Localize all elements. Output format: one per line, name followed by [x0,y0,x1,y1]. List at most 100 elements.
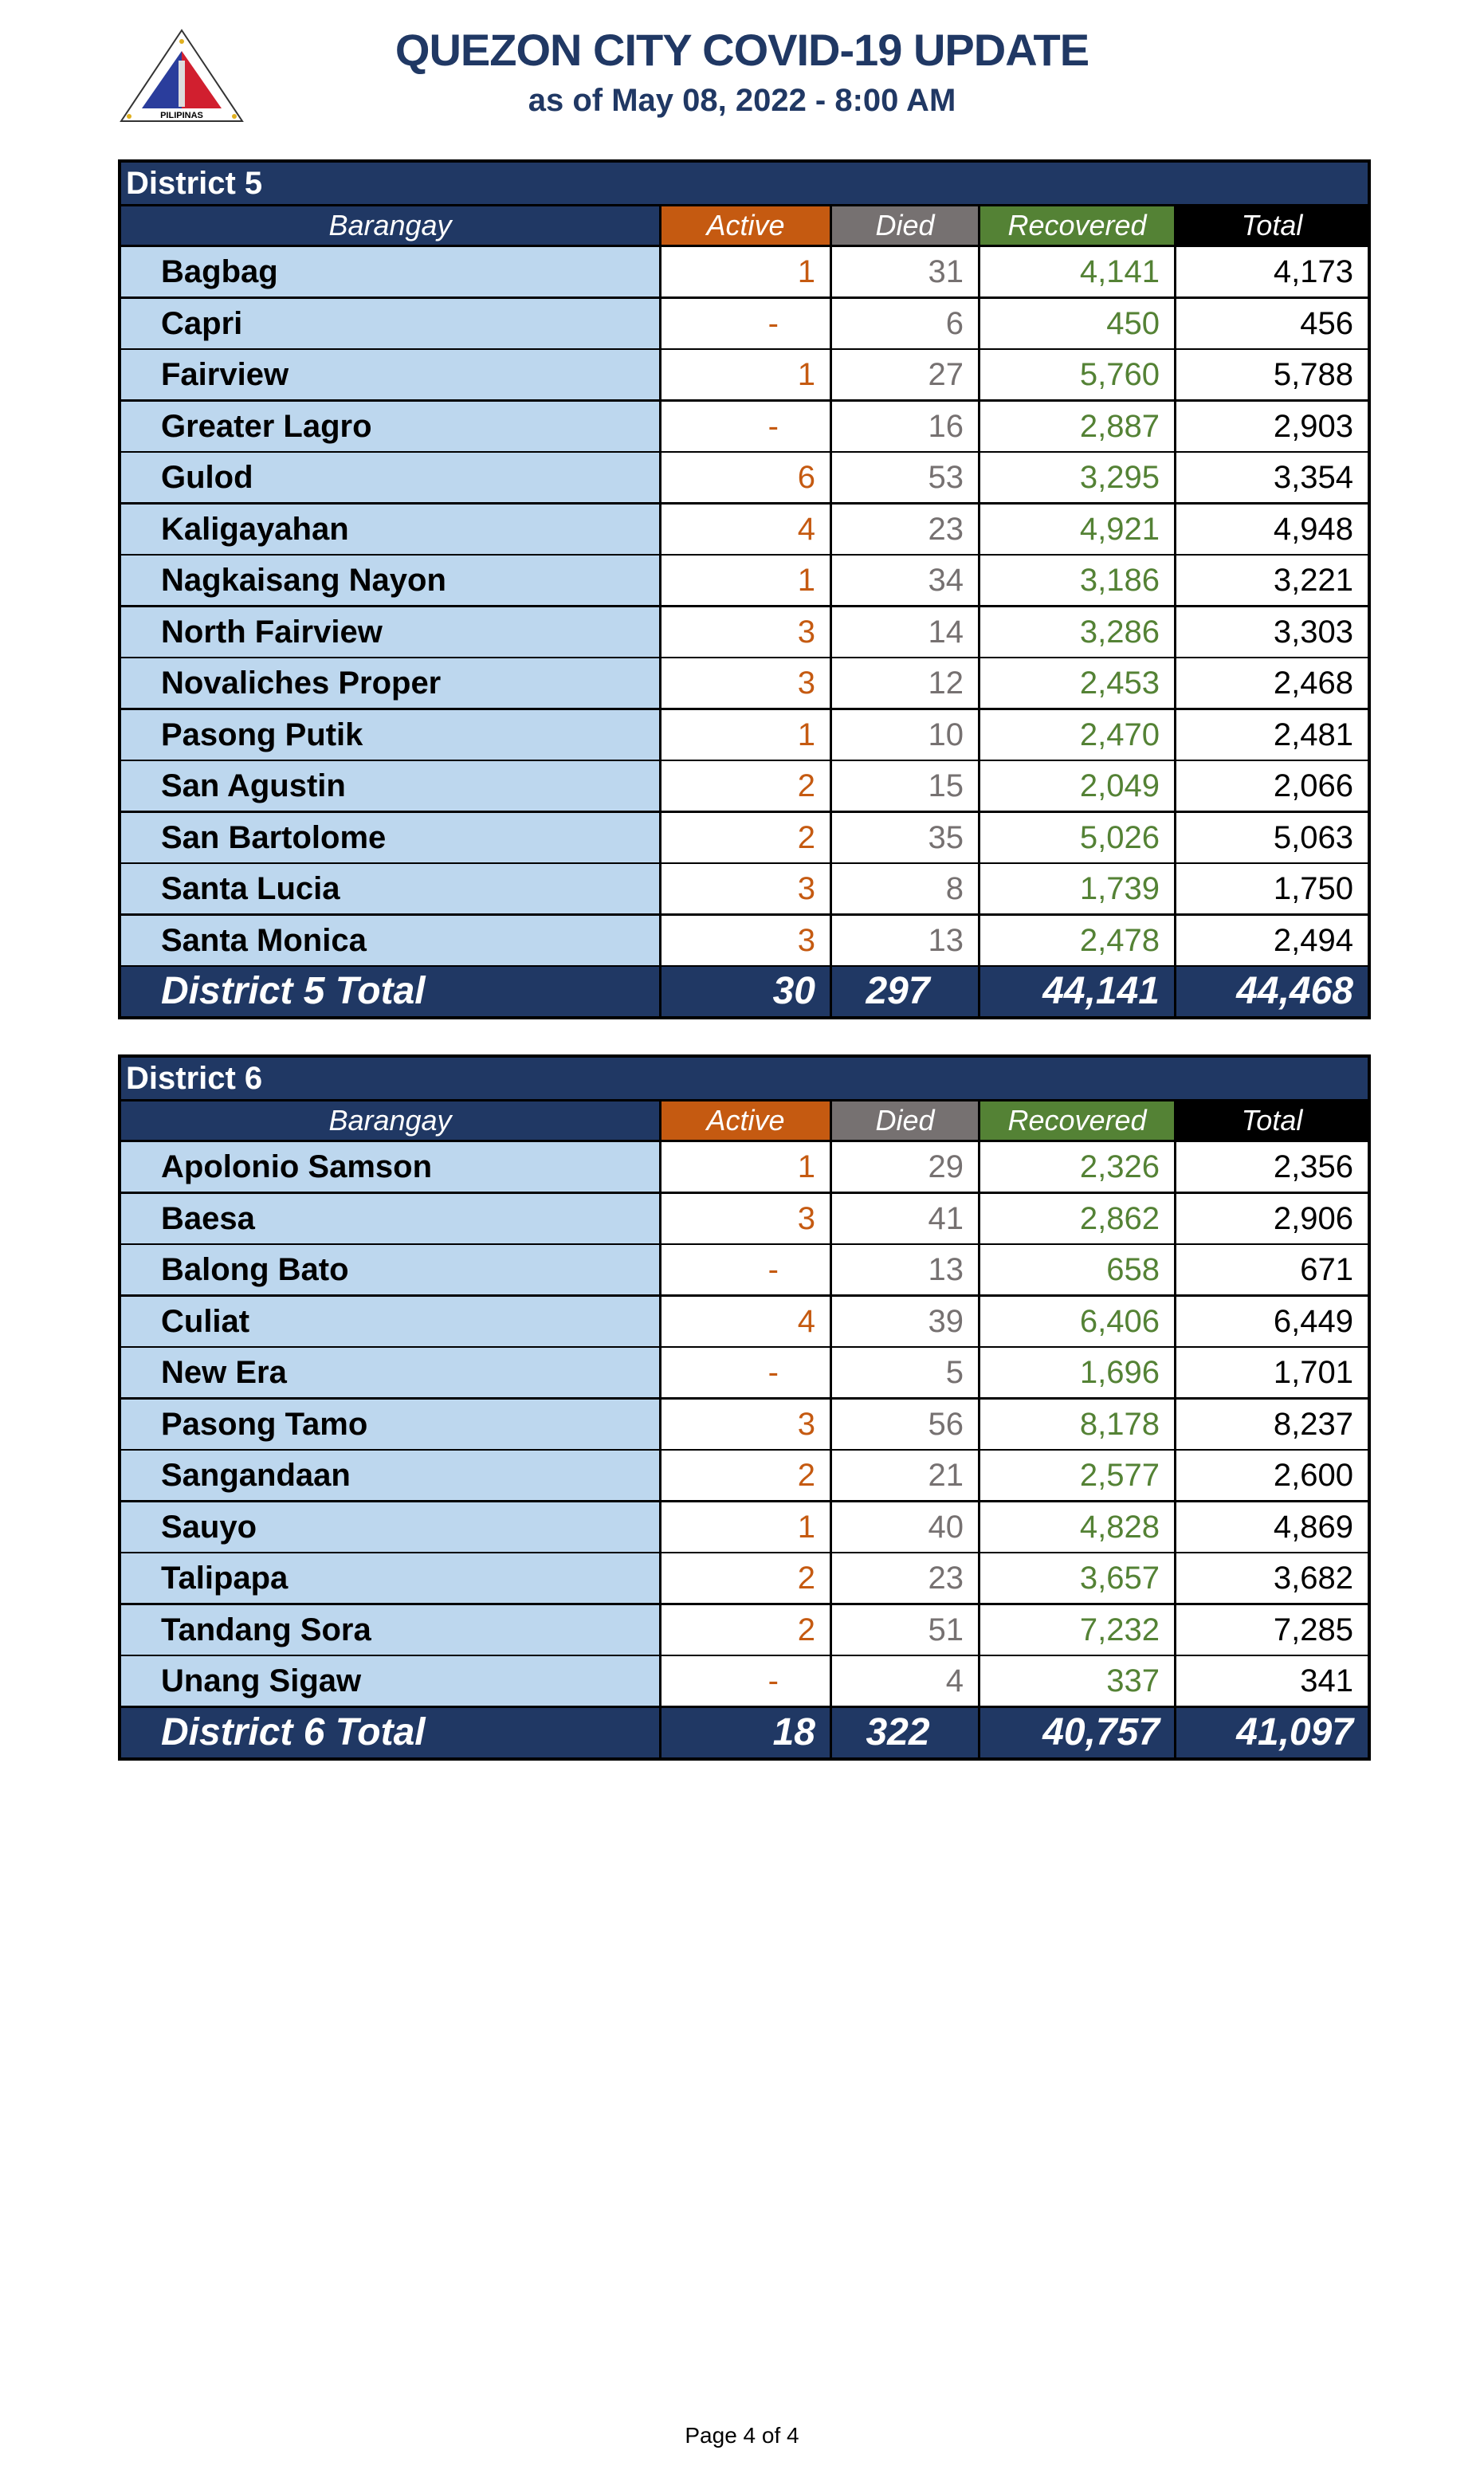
cell-barangay: Sangandaan [121,1451,659,1500]
cell-recovered: 3,286 [980,607,1174,657]
total-active: 30 [662,967,830,1016]
column-header-died: Died [832,1101,978,1140]
table-row: Santa Lucia 3 8 1,739 1,750 [121,864,1368,913]
cell-recovered: 2,862 [980,1193,1174,1243]
page-number: Page 4 of 4 [685,2423,799,2448]
table-row: Balong Bato -13 658 671 [121,1245,1368,1294]
cell-total: 456 [1176,298,1368,348]
cell-active: - [662,1656,830,1706]
page-title: QUEZON CITY COVID-19 UPDATE [395,25,1089,75]
cell-total: 6,449 [1176,1296,1368,1346]
cell-active: 3 [662,658,830,708]
cell-active: 3 [662,1193,830,1243]
cell-died: 12 [832,658,978,708]
cell-total: 2,600 [1176,1451,1368,1500]
table-row: Gulod 6 53 3,295 3,354 [121,453,1368,502]
cell-active: 1 [662,1502,830,1552]
cell-recovered: 6,406 [980,1296,1174,1346]
cell-active: 1 [662,709,830,760]
cell-died: 6 [832,298,978,348]
table-row: Apolonio Samson 1 29 2,326 2,356 [121,1142,1368,1192]
cell-total: 3,221 [1176,556,1368,605]
table-row: Greater Lagro -16 2,887 2,903 [121,401,1368,451]
cell-recovered: 4,921 [980,504,1174,554]
column-header-barangay: Barangay [121,1101,659,1140]
cell-recovered: 2,470 [980,709,1174,760]
cell-recovered: 2,453 [980,658,1174,708]
district-total-row: District 5 Total 30 297 44,141 44,468 [121,967,1368,1016]
column-header-active: Active [662,206,830,245]
table-body: Bagbag 1 31 4,141 4,173 Capri -6 450 456 Fairview… [121,247,1368,1016]
total-recovered: 40,757 [980,1707,1174,1757]
cell-active: - [662,1348,830,1397]
cell-died: 39 [832,1296,978,1346]
cell-active: 3 [662,864,830,913]
table-row: New Era -5 1,696 1,701 [121,1348,1368,1397]
column-header-active: Active [662,1101,830,1140]
cell-total: 4,948 [1176,504,1368,554]
cell-total: 1,750 [1176,864,1368,913]
table-row: Tandang Sora 2 51 7,232 7,285 [121,1604,1368,1655]
cell-recovered: 2,577 [980,1451,1174,1500]
cell-died: 29 [832,1142,978,1192]
total-died: 322 [832,1707,978,1757]
cell-died: 34 [832,556,978,605]
cell-active: 1 [662,1142,830,1192]
cell-died: 5 [832,1348,978,1397]
cell-total: 2,903 [1176,401,1368,451]
cell-active: 2 [662,812,830,862]
cell-active: 1 [662,556,830,605]
cell-recovered: 658 [980,1245,1174,1294]
page-subtitle: as of May 08, 2022 - 8:00 AM [528,83,956,118]
cell-total: 2,066 [1176,761,1368,811]
cell-died: 4 [832,1656,978,1706]
table-row: Fairview 1 27 5,760 5,788 [121,350,1368,399]
table-row: Pasong Tamo 3 56 8,178 8,237 [121,1399,1368,1449]
cell-barangay: Baesa [121,1193,659,1243]
cell-active: - [662,401,830,451]
cell-total: 3,303 [1176,607,1368,657]
cell-barangay: Tandang Sora [121,1604,659,1655]
cell-barangay: Apolonio Samson [121,1142,659,1192]
svg-text:PILIPINAS: PILIPINAS [160,111,203,120]
cell-died: 8 [832,864,978,913]
column-header-recovered: Recovered [980,206,1174,245]
table-row: Sauyo 1 40 4,828 4,869 [121,1502,1368,1552]
total-died: 297 [832,967,978,1016]
district-table: District 6 Barangay Active Died Recovered Tot… [118,1054,1371,1761]
cell-active: 3 [662,607,830,657]
cell-recovered: 5,760 [980,350,1174,399]
cell-barangay: Kaligayahan [121,504,659,554]
cell-total: 2,356 [1176,1142,1368,1192]
cell-recovered: 5,026 [980,812,1174,862]
cell-died: 35 [832,812,978,862]
cell-died: 13 [832,915,978,965]
cell-active: 4 [662,504,830,554]
total-recovered: 44,141 [980,967,1174,1016]
cell-recovered: 1,739 [980,864,1174,913]
cell-barangay: Novaliches Proper [121,658,659,708]
cell-active: 3 [662,1399,830,1449]
cell-recovered: 337 [980,1656,1174,1706]
cell-total: 341 [1176,1656,1368,1706]
table-row: Sangandaan 2 21 2,577 2,600 [121,1451,1368,1500]
cell-barangay: Culiat [121,1296,659,1346]
cell-active: 4 [662,1296,830,1346]
cell-total: 8,237 [1176,1399,1368,1449]
cell-total: 2,481 [1176,709,1368,760]
cell-active: 2 [662,1451,830,1500]
cell-total: 7,285 [1176,1604,1368,1655]
cell-active: - [662,1245,830,1294]
cell-recovered: 3,295 [980,453,1174,502]
cell-died: 23 [832,1553,978,1603]
district-table: District 5 Barangay Active Died Recovered Tot… [118,159,1371,1019]
cell-active: 2 [662,1553,830,1603]
cell-total: 671 [1176,1245,1368,1294]
cell-died: 56 [832,1399,978,1449]
cell-barangay: Greater Lagro [121,401,659,451]
cell-barangay: Balong Bato [121,1245,659,1294]
cell-recovered: 7,232 [980,1604,1174,1655]
cell-died: 13 [832,1245,978,1294]
cell-barangay: Santa Lucia [121,864,659,913]
cell-recovered: 2,478 [980,915,1174,965]
